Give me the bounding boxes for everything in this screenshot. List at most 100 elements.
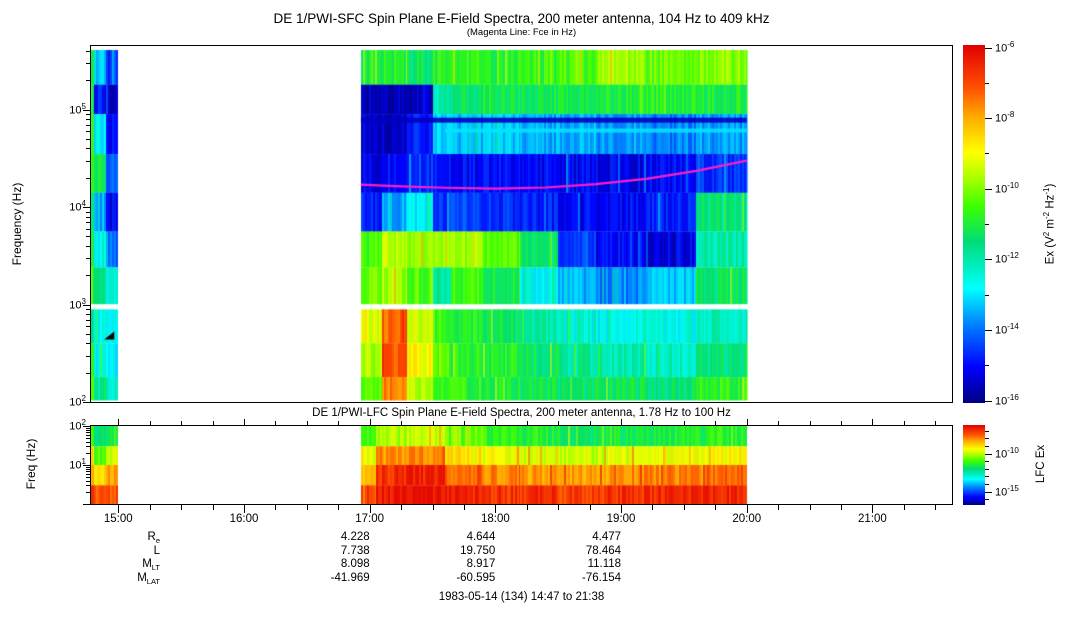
sfc-y-minor-tick <box>86 178 90 179</box>
lfc-colorbar-tick <box>985 469 989 470</box>
lfc-top-tick <box>244 419 245 425</box>
lfc-colorbar-tick <box>985 484 989 485</box>
lfc-top-tick <box>181 421 182 425</box>
lfc-top-tick <box>338 421 339 425</box>
lfc-y-axis-label: Freq (Hz) <box>24 438 38 490</box>
lfc-top-tick <box>118 419 119 425</box>
sfc-y-minor-tick <box>86 334 90 335</box>
sfc-y-minor-tick <box>86 373 90 374</box>
x-axis-minor-tick <box>401 505 402 510</box>
sfc-y-minor-tick <box>86 217 90 218</box>
x-axis-minor-tick <box>307 505 308 510</box>
sfc-y-minor-tick <box>86 212 90 213</box>
sfc-y-axis-label: Frequency (Hz) <box>10 182 24 266</box>
lfc-top-tick <box>621 419 622 425</box>
x-axis-minor-tick <box>810 505 811 510</box>
x-axis-major-tick <box>244 505 245 513</box>
lfc-y-minor-tick <box>86 453 90 454</box>
x-axis-minor-tick <box>433 505 434 510</box>
ephemeris-row-label: Re <box>147 531 160 545</box>
x-axis-minor-tick <box>558 505 559 510</box>
sfc-colorbar-tick <box>985 48 992 49</box>
ephemeris-value: -60.595 <box>456 571 496 584</box>
lfc-top-tick <box>370 419 371 425</box>
lfc-top-tick <box>150 421 151 425</box>
lfc-colorbar-tick <box>985 446 989 447</box>
lfc-y-minor-tick <box>86 485 90 486</box>
sfc-colorbar-tick-label: 10-10 <box>995 180 1019 196</box>
sfc-colorbar-tick <box>985 224 989 225</box>
x-axis-minor-tick <box>275 505 276 510</box>
x-axis-minor-tick <box>652 505 653 510</box>
lfc-y-major-tick <box>83 504 90 505</box>
lfc-y-minor-tick <box>86 438 90 439</box>
lfc-y-major-tick <box>83 426 90 427</box>
lfc-y-minor-tick <box>86 481 90 482</box>
x-axis-tick-label: 18:00 <box>480 513 510 525</box>
x-axis-tick-label: 15:00 <box>103 513 133 525</box>
lfc-top-tick <box>307 421 308 425</box>
ephemeris-value: 4.644 <box>466 531 496 543</box>
sfc-colorbar-tick <box>985 189 992 190</box>
footer-date-range: 1983-05-14 (134) 14:47 to 21:38 <box>438 591 605 603</box>
lfc-colorbar-tick-label: 10-15 <box>995 483 1019 499</box>
lfc-y-minor-tick <box>86 446 90 447</box>
lfc-y-minor-tick <box>86 442 90 443</box>
lfc-colorbar-tick <box>985 476 989 477</box>
lfc-colorbar-tick <box>985 431 989 432</box>
x-axis-tick-label: 21:00 <box>858 513 887 525</box>
lfc-colorbar-tick <box>985 454 992 455</box>
lfc-top-tick <box>558 421 559 425</box>
lfc-top-tick <box>747 419 748 425</box>
lfc-colorbar <box>963 425 985 505</box>
lfc-top-tick <box>872 419 873 425</box>
ephemeris-row-label: MLT <box>142 558 160 572</box>
sfc-y-minor-tick <box>86 148 90 149</box>
x-axis-tick-label: 16:00 <box>229 513 259 525</box>
sfc-colorbar-tick <box>985 401 992 402</box>
ephemeris-value: 19.750 <box>460 544 496 557</box>
sfc-colorbar-tick <box>985 153 989 154</box>
sfc-colorbar-tick <box>985 83 989 84</box>
x-axis-tick-label: 20:00 <box>732 513 762 525</box>
lfc-y-minor-tick <box>86 430 90 431</box>
sfc-colorbar-tick <box>985 295 989 296</box>
sfc-y-minor-tick <box>86 114 90 115</box>
lfc-y-tick-label: 101 <box>69 457 86 472</box>
x-axis-minor-tick <box>338 505 339 510</box>
ephemeris-value: 8.098 <box>340 558 370 570</box>
x-axis-major-tick <box>495 505 496 513</box>
lfc-colorbar-tick <box>985 438 989 439</box>
lfc-top-tick <box>684 421 685 425</box>
sfc-y-minor-tick <box>86 63 90 64</box>
lfc-panel <box>90 425 953 505</box>
sfc-y-minor-tick <box>86 236 90 237</box>
sfc-colorbar <box>963 45 985 403</box>
lfc-top-tick <box>464 421 465 425</box>
sfc-y-major-tick <box>83 305 90 306</box>
lfc-colorbar-tick-label: 10-10 <box>995 445 1019 461</box>
ephemeris-value: 11.118 <box>587 558 622 570</box>
lfc-y-minor-tick <box>86 432 90 433</box>
lfc-colorbar-tick <box>985 492 992 493</box>
sfc-title: DE 1/PWI-SFC Spin Plane E-Field Spectra,… <box>273 11 770 26</box>
ephemeris-value: 4.477 <box>592 531 622 543</box>
lfc-y-minor-tick <box>86 469 90 470</box>
x-axis-minor-tick <box>181 505 182 510</box>
x-axis-minor-tick <box>904 505 905 510</box>
lfc-top-tick <box>275 421 276 425</box>
lfc-colorbar-label: LFC Ex <box>1035 444 1047 484</box>
sfc-y-tick-label: 104 <box>69 199 86 214</box>
sfc-y-minor-tick <box>86 139 90 140</box>
lfc-colorbar-tick <box>985 461 989 462</box>
sfc-y-minor-tick <box>86 119 90 120</box>
lfc-top-tick <box>590 421 591 425</box>
x-axis-minor-tick <box>715 505 716 510</box>
lfc-top-tick <box>433 421 434 425</box>
lfc-y-minor-tick <box>86 435 90 436</box>
sfc-y-minor-tick <box>86 131 90 132</box>
x-axis-minor-tick <box>935 505 936 510</box>
lfc-y-minor-tick <box>86 428 90 429</box>
lfc-y-minor-tick <box>86 467 90 468</box>
